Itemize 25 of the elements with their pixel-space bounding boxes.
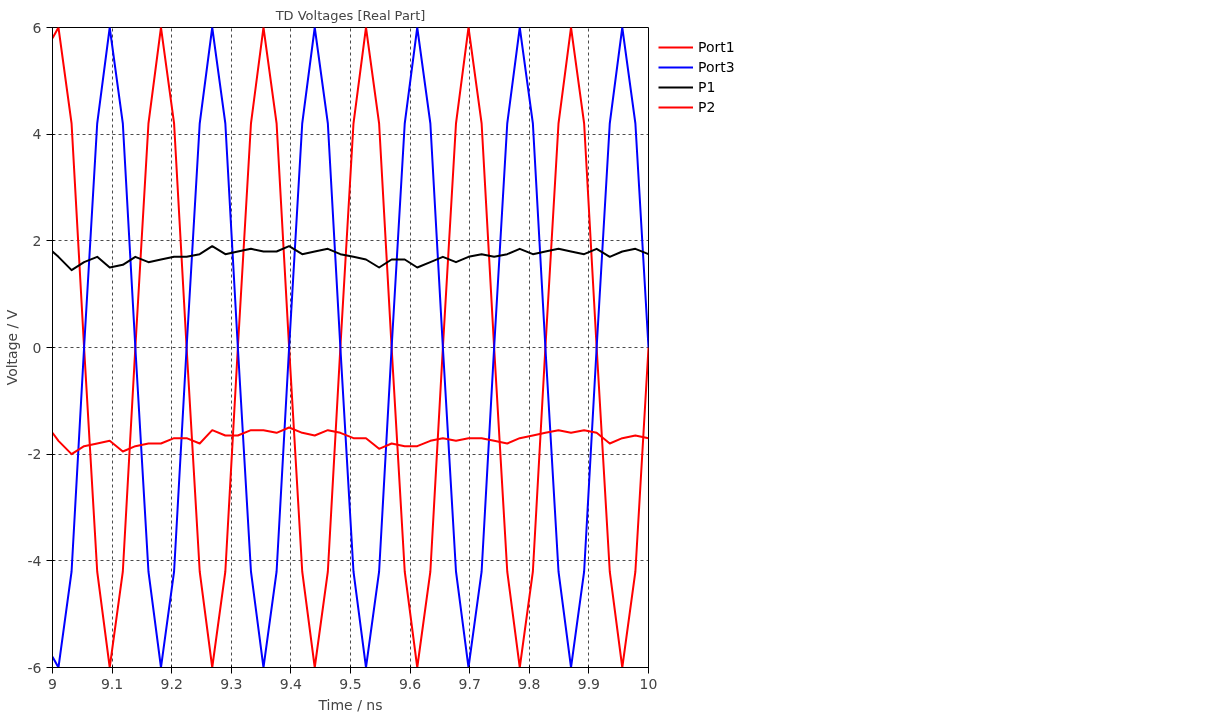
legend-label: P2 xyxy=(698,99,717,115)
legend-label: Port3 xyxy=(698,59,735,75)
y-axis-title: Voltage / V xyxy=(3,309,20,386)
x-tick-label: 9.3 xyxy=(220,675,243,692)
y-tick-label: 0 xyxy=(32,339,42,356)
x-tick-label: 9.8 xyxy=(518,675,541,692)
x-axis-title: Time / ns xyxy=(317,696,383,713)
legend-label: Port1 xyxy=(698,39,735,55)
y-tick-label: -4 xyxy=(27,552,42,569)
x-tick-label: 9.4 xyxy=(279,675,303,692)
chart-title: TD Voltages [Real Part] xyxy=(274,7,426,23)
y-tick-label: 2 xyxy=(32,232,42,249)
x-tick-label: 9.7 xyxy=(458,675,481,692)
x-tick-label: 10 xyxy=(639,675,658,692)
x-tick-label: 9.9 xyxy=(577,675,601,692)
y-tick-label: -2 xyxy=(27,446,42,463)
y-tick-label: 6 xyxy=(32,19,42,36)
y-tick-label: 4 xyxy=(32,126,42,143)
x-tick-label: 9.6 xyxy=(398,675,422,692)
y-tick-label: -6 xyxy=(27,659,42,676)
x-tick-label: 9.5 xyxy=(339,675,362,692)
legend-label: P1 xyxy=(698,79,717,95)
x-tick-label: 9 xyxy=(48,675,57,692)
x-tick-label: 9.2 xyxy=(160,675,183,692)
x-tick-label: 9.1 xyxy=(100,675,124,692)
